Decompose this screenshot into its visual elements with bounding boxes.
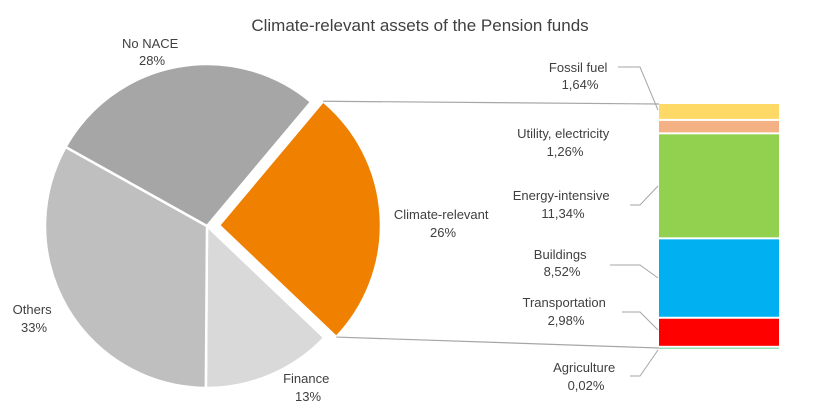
segment-label-agriculture: Agriculture 0,02% <box>553 360 619 393</box>
bar-segment-buildings <box>659 239 779 317</box>
bar-segment-utility-electricity <box>659 120 779 133</box>
pie-slice-others <box>43 145 209 390</box>
bar-segment-fossil-fuel <box>659 104 779 119</box>
bar-segment-transportation <box>659 318 779 346</box>
breakdown-bar <box>659 104 779 349</box>
leader-lines <box>610 66 659 377</box>
segment-label-buildings: Buildings 8,52% <box>534 247 590 279</box>
chart-title: Climate-relevant assets of the Pension f… <box>251 16 588 35</box>
connector-lines <box>323 100 660 349</box>
connector-line-bottom <box>336 336 660 349</box>
bar-segment-agriculture <box>659 347 779 349</box>
slice-label-no-nace: No NACE 28% <box>122 36 182 68</box>
segment-label-transportation: Transportation 2,98% <box>523 295 610 328</box>
slice-label-finance: Finance 13% <box>283 371 333 404</box>
pie-slice-climate-relevant <box>217 99 383 339</box>
bar-segment-energy-intensive <box>659 134 779 238</box>
slice-label-others: Others 33% <box>13 302 56 335</box>
segment-label-fossil-fuel: Fossil fuel 1,64% <box>549 60 611 92</box>
segment-label-utility: Utility, electricity 1,26% <box>517 126 613 159</box>
segment-label-energy-intensive: Energy-intensive 11,34% <box>513 188 613 221</box>
connector-line-top <box>323 100 660 105</box>
slice-label-climate-relevant: Climate-relevant 26% <box>394 207 492 240</box>
pie <box>43 62 383 390</box>
pie-slice-finance <box>204 223 327 390</box>
pie-slice-no-nace <box>63 62 313 228</box>
